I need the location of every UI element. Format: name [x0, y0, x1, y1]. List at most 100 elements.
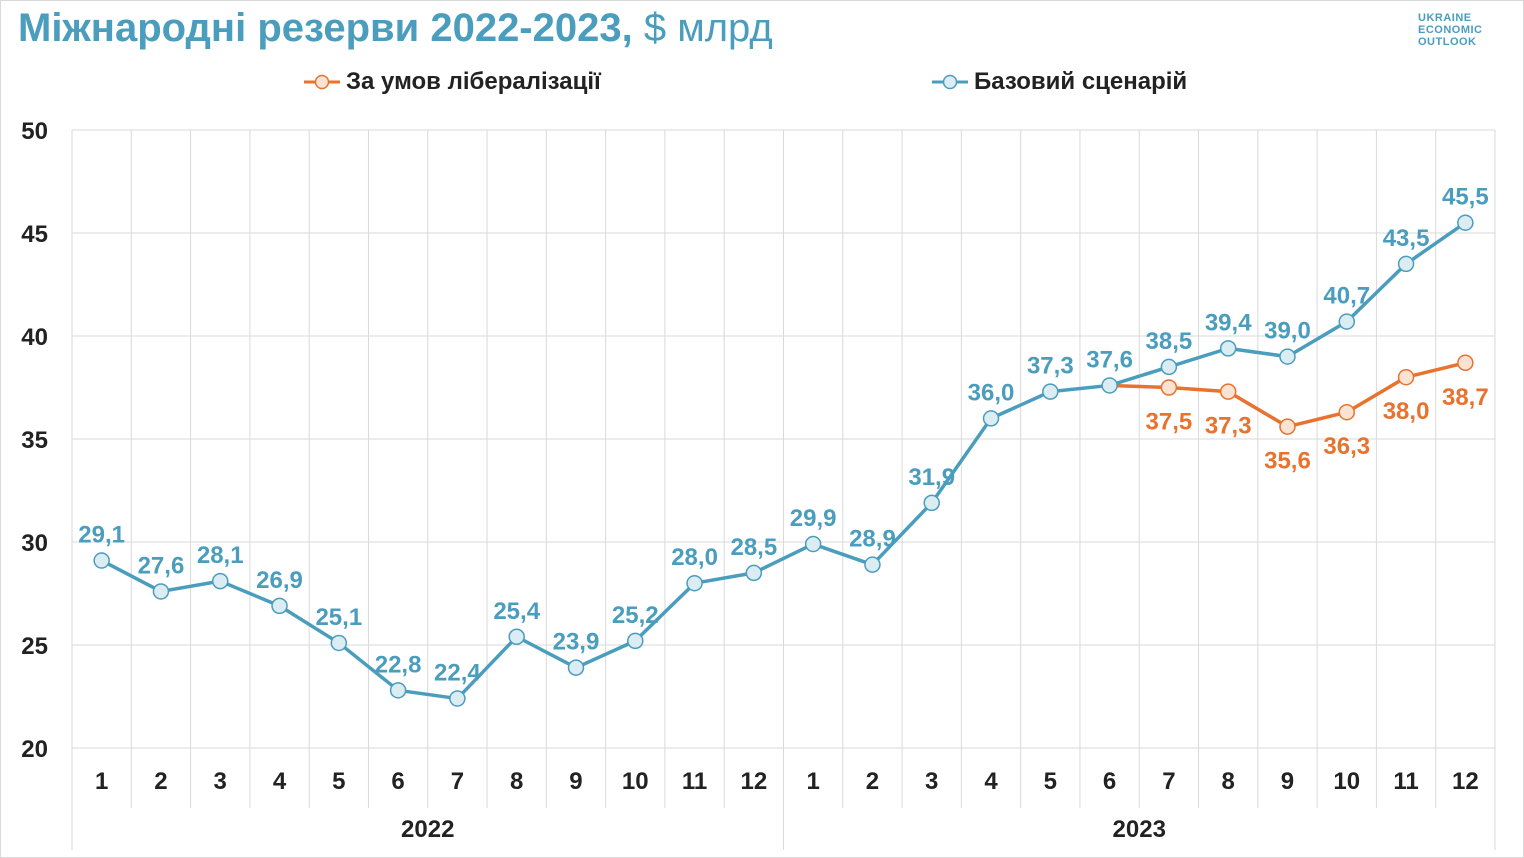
base-data-point	[923, 494, 940, 512]
y-tick-label: 45	[21, 221, 48, 248]
base-data-point	[389, 682, 407, 699]
x-tick-label: 9	[569, 768, 582, 795]
base-data-point	[271, 597, 288, 615]
base-data-label: 22,4	[434, 660, 481, 687]
base-data-point	[1338, 313, 1356, 330]
base-data-label: 27,6	[138, 552, 185, 579]
x-group-label: 2023	[1113, 816, 1166, 843]
base-data-label: 37,3	[1027, 353, 1074, 380]
y-tick-label: 30	[21, 530, 48, 557]
legend-item-base[interactable]: Базовий сценарій	[932, 62, 1187, 102]
x-tick-label: 4	[984, 768, 998, 795]
legend-label-liberalization: За умов лібералізації	[346, 68, 601, 95]
liberalization-data-point	[1338, 403, 1356, 421]
liberalization-data-point	[1397, 368, 1415, 386]
legend-label-base: Базовий сценарій	[974, 68, 1188, 95]
base-data-label: 45,5	[1442, 184, 1489, 211]
base-data-label: 40,7	[1323, 283, 1370, 310]
logo-line: ECONOMIC	[1418, 24, 1483, 36]
base-data-label: 38,5	[1146, 328, 1193, 355]
legend-liberalization-marker-icon	[304, 74, 340, 90]
y-tick-label: 20	[21, 736, 48, 763]
base-data-label: 43,5	[1383, 225, 1430, 252]
base-data-point	[152, 583, 170, 600]
base-data-label: 37,6	[1086, 346, 1133, 373]
liberalization-data-label: 36,3	[1323, 433, 1370, 460]
base-data-point	[864, 556, 881, 573]
base-data-label: 28,9	[849, 526, 896, 553]
x-tick-label: 7	[1162, 768, 1175, 795]
base-data-point	[1101, 377, 1118, 394]
base-data-label: 29,1	[78, 522, 125, 549]
liberalization-data-label: 38,7	[1442, 384, 1489, 411]
x-tick-label: 5	[332, 768, 345, 795]
x-tick-label: 12	[741, 768, 768, 795]
x-tick-label: 7	[451, 768, 464, 795]
y-tick-label: 40	[21, 324, 48, 351]
chart-title: Міжнародні резерви 2022-2023, $ млрд	[18, 4, 773, 52]
base-data-point	[1160, 358, 1178, 376]
liberalization-data-point	[1279, 418, 1296, 435]
base-data-point	[508, 628, 525, 646]
liberalization-data-point	[1219, 383, 1237, 400]
base-data-point	[627, 632, 644, 650]
base-data-label: 39,0	[1264, 318, 1311, 345]
x-tick-label: 11	[682, 768, 707, 795]
liberalization-data-point	[1457, 354, 1474, 372]
base-data-label: 29,9	[790, 505, 837, 532]
base-data-point	[449, 690, 466, 707]
x-tick-label: 5	[1044, 768, 1057, 795]
x-tick-label: 4	[273, 768, 287, 795]
x-tick-label: 3	[214, 768, 227, 795]
x-group-label: 2022	[401, 816, 454, 843]
x-tick-label: 2	[154, 768, 167, 795]
ukraine-economic-outlook-logo: UKRAINE ECONOMIC OUTLOOK	[1418, 12, 1514, 48]
x-tick-label: 9	[1281, 768, 1294, 795]
chart-legend: За умов лібералізації Базовий сценарій	[0, 62, 1524, 102]
base-data-label: 25,1	[315, 604, 362, 631]
x-tick-label: 8	[1222, 768, 1235, 795]
base-series-line	[100, 221, 1467, 701]
y-tick-label: 50	[21, 118, 48, 145]
x-tick-label: 10	[1333, 768, 1360, 795]
liberalization-data-label: 37,3	[1205, 413, 1252, 440]
legend-item-liberalization[interactable]: За умов лібералізації	[304, 62, 601, 102]
base-data-point	[1397, 255, 1415, 273]
chart-title-main: Міжнародні резерви 2022-2023,	[18, 6, 633, 50]
liberalization-data-label: 35,6	[1264, 448, 1311, 475]
base-data-label: 25,2	[612, 602, 659, 629]
base-data-label: 26,9	[256, 567, 303, 594]
liberalization-data-point	[1160, 379, 1178, 396]
y-tick-label: 25	[21, 633, 48, 660]
base-data-point	[745, 564, 763, 582]
base-data-label: 28,0	[671, 544, 718, 571]
x-tick-label: 2	[866, 768, 879, 795]
base-data-label: 25,4	[493, 598, 540, 625]
x-tick-label: 1	[806, 768, 819, 795]
base-data-label: 31,9	[908, 464, 955, 491]
base-data-label: 28,5	[730, 534, 777, 561]
base-data-point	[686, 574, 703, 592]
logo-line: UKRAINE	[1418, 12, 1472, 24]
liberalization-data-label: 38,0	[1383, 398, 1430, 425]
base-data-point	[982, 410, 1000, 427]
logo-line: OUTLOOK	[1418, 36, 1477, 48]
base-data-point	[1457, 214, 1474, 231]
x-tick-label: 1	[95, 768, 108, 795]
legend-base-marker-icon	[932, 74, 968, 90]
base-data-label: 28,1	[197, 542, 244, 569]
base-data-point	[211, 572, 229, 590]
base-data-point	[567, 659, 585, 676]
liberalization-data-label: 37,5	[1146, 409, 1193, 436]
base-data-point	[804, 535, 822, 553]
y-tick-label: 35	[21, 427, 48, 454]
base-data-label: 23,9	[553, 629, 600, 656]
base-data-point	[1042, 383, 1059, 400]
chart-title-unit: $ млрд	[643, 6, 773, 50]
base-data-label: 36,0	[968, 379, 1015, 406]
base-data-point	[330, 634, 348, 652]
base-data-point	[1279, 348, 1296, 365]
x-tick-label: 6	[391, 768, 404, 795]
base-data-label: 22,8	[375, 651, 422, 678]
